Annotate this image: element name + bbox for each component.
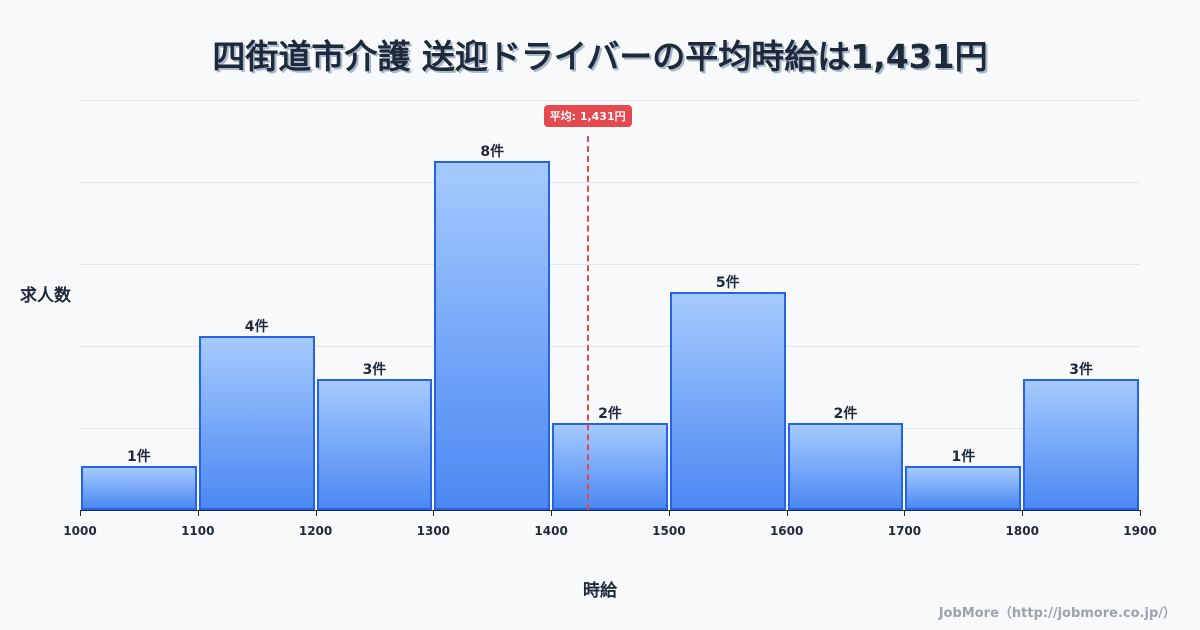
histogram-bar[interactable] (1023, 379, 1139, 510)
bar-value-label: 2件 (598, 405, 622, 422)
gridline (80, 182, 1140, 183)
mean-badge: 平均: 1,431円 (543, 105, 632, 127)
x-tick-label: 1300 (416, 524, 451, 538)
histogram-bar[interactable] (316, 379, 433, 510)
x-tick-label: 1400 (534, 524, 568, 538)
x-tick-label: 1100 (181, 524, 215, 538)
histogram-bar[interactable] (81, 466, 197, 510)
x-tick-label: 1800 (1005, 524, 1039, 538)
bar-value-label: 5件 (715, 274, 740, 291)
histogram-bar[interactable] (787, 422, 904, 510)
credit-text: JobMore（http://jobmore.co.jp/） (938, 606, 1176, 621)
mean-line (586, 136, 589, 510)
histogram-plot: 1件 4件 3件 8件 2件 5件 2件 1件 3件 1000 1100 1200 1300 1400 15… (63, 100, 1157, 538)
x-tick (433, 510, 435, 516)
x-tick (1140, 510, 1141, 516)
x-axis-label: 時給 (583, 581, 617, 601)
x-tick (668, 510, 670, 516)
x-tick (551, 510, 553, 516)
histogram-bar[interactable] (669, 291, 786, 510)
bar-value-label: 2件 (833, 405, 858, 422)
x-tick-label: 1900 (1123, 524, 1157, 538)
gridline (80, 264, 1140, 265)
histogram-bar[interactable] (905, 466, 1022, 510)
x-axis-line (80, 510, 1140, 511)
x-tick (80, 510, 81, 516)
bar-value-label: 3件 (1069, 362, 1093, 379)
histogram-bar[interactable] (198, 335, 315, 510)
x-tick (904, 510, 906, 516)
x-tick-label: 1500 (652, 524, 686, 538)
x-tick (1022, 510, 1024, 516)
x-tick-label: 1000 (63, 524, 97, 538)
x-tick (315, 510, 317, 516)
bar-value-label: 3件 (362, 362, 387, 379)
gridline (80, 346, 1140, 347)
x-tick-label: 1700 (887, 524, 922, 538)
bar-value-label: 1件 (951, 449, 976, 466)
histogram-bar[interactable] (434, 161, 551, 510)
bar-value-label: 8件 (480, 144, 505, 161)
x-tick (197, 510, 199, 516)
y-axis-label: 求人数 (20, 286, 71, 306)
histogram-bar[interactable] (552, 422, 668, 510)
gridline (80, 100, 1140, 101)
x-tick-label: 1200 (298, 524, 333, 538)
x-tick-label: 1600 (769, 524, 804, 538)
chart-title: 四街道市介護 送迎ドライバーの平均時給は1,431円 (212, 37, 988, 76)
bar-value-label: 4件 (244, 318, 269, 335)
bar-value-label: 1件 (127, 449, 151, 466)
x-tick (786, 510, 788, 516)
